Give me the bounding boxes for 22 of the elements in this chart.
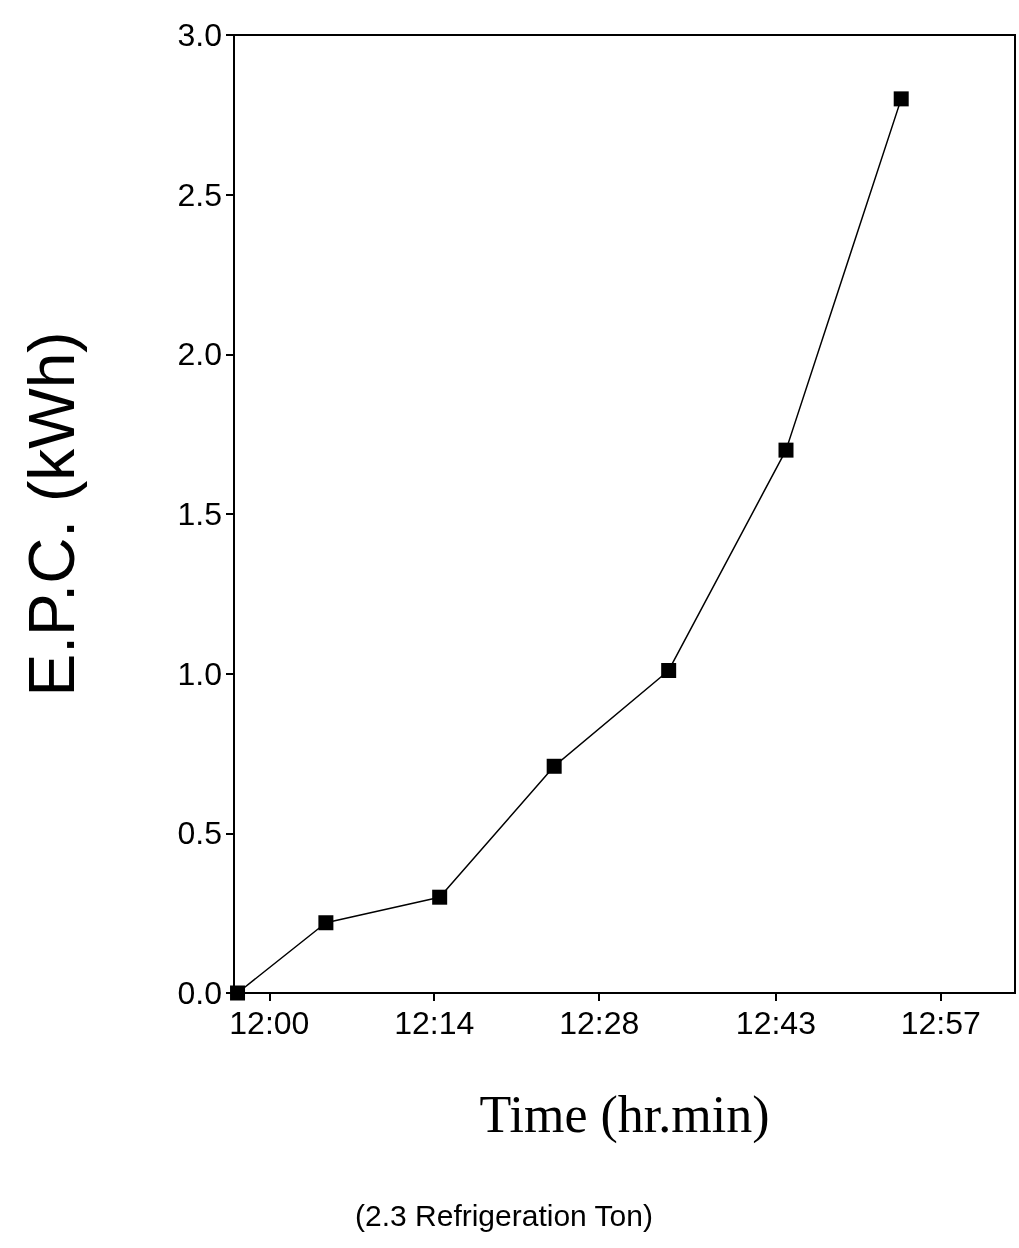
text: (2.3 Refrigeration Ton) [355,1198,653,1232]
x-axis-title: Time (hr.min) [479,1085,770,1144]
x-tick-label: 12:00 [229,1005,310,1041]
y-tick-label: 1.5 [177,496,222,532]
y-axis-title: E.P.C. (kWh) [16,331,88,697]
point [893,91,909,107]
y-tick-label: 3.0 [177,17,222,53]
point [778,442,794,458]
point [432,889,448,905]
point [318,915,334,931]
y-tick-label: 2.5 [177,176,222,213]
x-tick-label: 12:14 [394,1005,475,1041]
x-tick-label: 12:57 [900,1005,981,1041]
y-tick-label: 0.0 [177,975,222,1011]
point [661,662,677,678]
x-tick-label: 12:43 [735,1005,816,1041]
y-tick-label: 2.0 [177,336,222,373]
point [546,758,562,774]
point [230,985,246,1001]
y-tick-label: 0.5 [177,815,222,852]
x-tick-label: 12:28 [559,1005,640,1041]
y-tick-label: 1.0 [177,655,222,692]
